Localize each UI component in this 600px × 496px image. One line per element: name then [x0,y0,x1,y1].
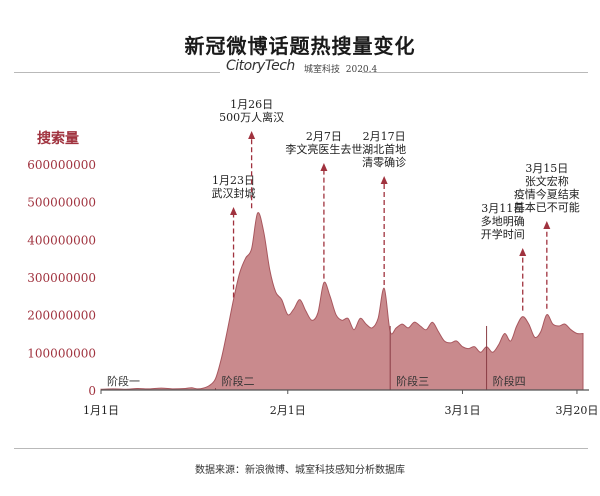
annotation-label: 3月15日张文宏称疫情今夏结束基本已不可能 [514,162,580,214]
y-tick-label: 0 [88,384,96,398]
area-series-0 [100,212,584,391]
data-source: 数据来源：新浪微博、城室科技感知分析数据库 [195,465,405,476]
chart-title: 新冠微博话题热搜量变化 [184,34,416,58]
y-tick-label: 600000000 [27,158,96,172]
phase-label: 阶段四 [493,374,526,388]
phase-label: 阶段二 [221,374,254,388]
annotation-label: 2月7日李文亮医生去世 [285,130,362,156]
y-tick-label: 400000000 [27,233,96,247]
annotation-label: 3月11日多地明确开学时间 [481,202,525,241]
annotation-arrowhead [248,131,256,139]
title-divider-right [362,72,588,73]
annotation-arrowhead [519,248,527,256]
y-tick-label: 100000000 [27,346,96,360]
annotation-label: 1月23日武汉封城 [212,174,256,200]
footer-divider [14,448,588,449]
y-axis-label: 搜索量 [37,130,79,147]
annotation-label: 2月17日湖北首地清零确诊 [362,130,406,169]
x-tick-label: 3月20日 [555,404,598,417]
annotation-label: 1月26日 500万人离汉 [219,98,284,124]
x-tick-label: 2月1日 [270,404,306,417]
x-tick-label: 3月1日 [444,404,480,417]
x-tick-label: 1月1日 [83,404,119,417]
y-tick-label: 300000000 [27,271,96,285]
annotation-arrowhead [230,207,238,215]
title-divider-left [14,72,220,73]
annotation-arrowhead [380,176,388,184]
annotation-arrowhead [543,221,551,229]
y-tick-label: 500000000 [27,196,96,210]
phase-label: 阶段一 [107,374,140,388]
y-tick-label: 200000000 [27,309,96,323]
phase-label: 阶段三 [396,374,429,388]
brand-subtitle: 城室科技 2020.4 [304,65,378,75]
brand-logo: CitoryTech [226,58,295,74]
annotation-arrowhead [320,163,328,171]
